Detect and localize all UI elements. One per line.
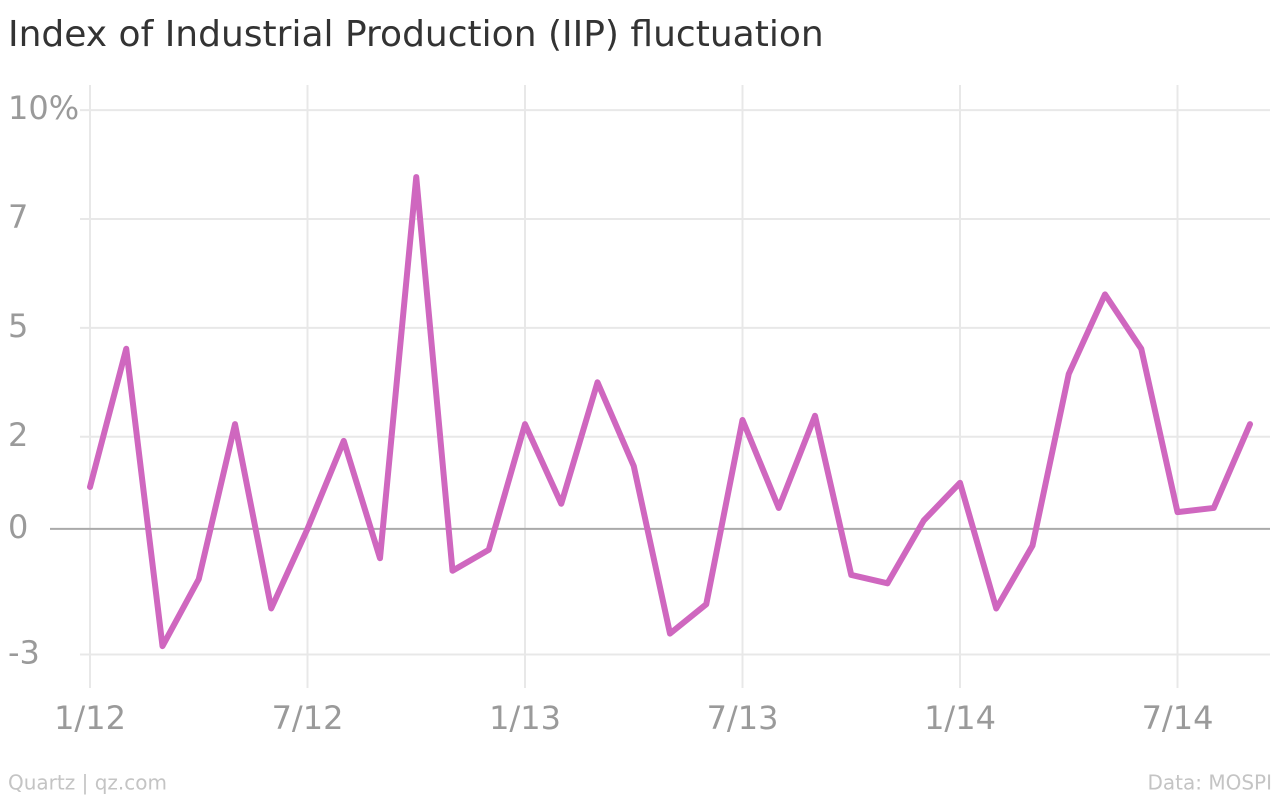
y-tick-label: -3: [8, 634, 40, 672]
x-tick-label: 7/12: [272, 699, 344, 737]
x-tick-label: 1/14: [924, 699, 996, 737]
y-tick-label: 10%: [8, 89, 79, 127]
x-tick-label: 7/14: [1142, 699, 1214, 737]
x-tick-label: 1/12: [54, 699, 126, 737]
x-tick-label: 7/13: [707, 699, 779, 737]
y-tick-label: 5: [8, 307, 28, 345]
y-tick-label: 2: [8, 416, 28, 454]
chart-title: Index of Industrial Production (IIP) flu…: [8, 14, 824, 55]
credit: Quartz | qz.com: [8, 771, 167, 795]
y-tick-label: 7: [8, 198, 28, 236]
y-tick-label: 0: [8, 508, 28, 546]
line: [87, 174, 1253, 650]
source: Data: MOSPI: [1147, 771, 1272, 795]
x-tick-label: 1/13: [489, 699, 561, 737]
